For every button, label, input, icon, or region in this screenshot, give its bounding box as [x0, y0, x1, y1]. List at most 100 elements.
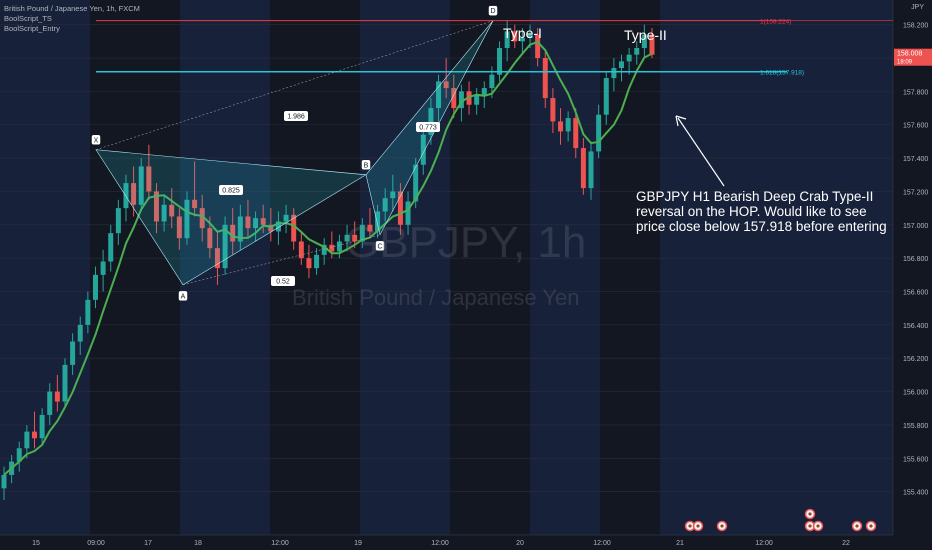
y-tick-label: 157.000	[903, 223, 928, 230]
economic-event-icon-dot	[696, 524, 700, 528]
candle-body	[47, 391, 53, 415]
candle-body	[321, 244, 327, 255]
last-price-label: 158.008	[897, 51, 922, 58]
pattern-point-c	[375, 240, 385, 252]
candle-body	[207, 228, 213, 249]
candle-body	[153, 191, 159, 222]
last-price-countdown: 18:09	[897, 60, 913, 66]
candle-body	[268, 224, 274, 232]
indicator-ts-label[interactable]: BoolScript_TS	[4, 14, 52, 23]
y-tick-label: 156.000	[903, 390, 928, 397]
candle-body	[352, 234, 358, 242]
y-tick-label: 156.800	[903, 256, 928, 263]
session-band	[360, 0, 450, 535]
candle-body	[199, 208, 205, 229]
candle-body	[39, 414, 45, 439]
pattern-xab	[95, 149, 367, 286]
candle-body	[298, 241, 304, 259]
x-tick-label: 17	[144, 540, 152, 547]
candle-body	[260, 218, 266, 225]
candle-body	[649, 34, 655, 55]
ratio-badge	[284, 111, 308, 121]
candle-body	[214, 248, 220, 269]
ratio-badge	[219, 185, 243, 195]
candle-body	[115, 208, 121, 234]
symbol-title: British Pound / Japanese Yen, 1h, FXCM	[4, 4, 140, 13]
candle-body	[626, 54, 632, 62]
economic-event-icon-dot	[808, 512, 812, 516]
candle-body	[314, 254, 320, 269]
candle-body	[428, 108, 434, 135]
economic-event-icon-dot	[720, 524, 724, 528]
economic-event-icon-dot	[808, 524, 812, 528]
candle-body	[54, 391, 60, 402]
candle-body	[359, 224, 365, 242]
x-tick-label: 22	[842, 540, 850, 547]
watermark-symbol: GBPJPY, 1h	[345, 218, 587, 267]
pattern-ac	[182, 234, 381, 286]
candle-body	[291, 214, 297, 242]
candle-body	[458, 91, 464, 109]
ratio-badge	[416, 122, 440, 132]
candle-body	[329, 244, 335, 252]
candle-body	[100, 261, 106, 275]
candle-body	[222, 224, 228, 269]
candle-body	[535, 34, 541, 59]
candle-body	[253, 218, 259, 229]
ratio-label: 0.52	[276, 279, 290, 286]
candle-body	[169, 204, 175, 217]
y-tick-label: 155.600	[903, 456, 928, 463]
x-tick-label: 09:00	[87, 540, 105, 547]
candle-body	[336, 241, 342, 252]
economic-event-icon-dot	[688, 524, 692, 528]
candle-body	[451, 88, 457, 109]
candle-body	[146, 166, 152, 192]
candle-body	[603, 78, 609, 115]
ratio-label: 1.986	[287, 114, 305, 121]
pattern-point-b	[361, 159, 371, 171]
candle-body	[542, 58, 548, 99]
x-tick-label: 20	[516, 540, 524, 547]
ratio-label: 0.773	[419, 125, 437, 132]
pattern-point-x	[91, 134, 101, 146]
candle-body	[641, 34, 647, 49]
candle-body	[504, 31, 510, 49]
candle-body	[489, 74, 495, 89]
y-tick-label: 157.800	[903, 89, 928, 96]
ratio-label: 0.825	[222, 188, 240, 195]
candle-body	[519, 38, 525, 42]
x-tick-label: 19	[354, 540, 362, 547]
pattern-point-label: X	[94, 137, 99, 144]
pattern-xd	[95, 20, 494, 150]
economic-event-icon-dot	[855, 524, 859, 528]
candle-body	[306, 258, 312, 269]
trade-note: GBPJPY H1 Bearish Deep Crab Type-II reve…	[636, 189, 887, 234]
pattern-point-label: D	[490, 8, 495, 15]
candle-body	[375, 211, 381, 232]
candle-body	[176, 216, 182, 239]
annotation-arrow	[677, 117, 725, 187]
candle-body	[237, 216, 243, 242]
y-tick-label: 157.600	[903, 123, 928, 130]
y-tick-label: 156.400	[903, 323, 928, 330]
candle-body	[92, 274, 98, 300]
indicator-entry-label[interactable]: BoolScript_Entry	[4, 24, 60, 33]
chart-legend: British Pound / Japanese Yen, 1h, FXCM B…	[4, 4, 140, 34]
candle-body	[230, 224, 236, 242]
watermark-name: British Pound / Japanese Yen	[292, 285, 580, 310]
candle-body	[382, 198, 388, 212]
candle-body	[497, 48, 503, 75]
candle-body	[367, 224, 373, 232]
y-tick-label: 157.400	[903, 156, 928, 163]
level-label: 1(158.224)	[760, 19, 791, 26]
last-price-badge	[894, 48, 932, 66]
pattern-point-a	[178, 290, 188, 302]
candle-body	[413, 164, 419, 202]
candle-body	[62, 364, 68, 402]
currency-label[interactable]: JPY	[911, 4, 924, 11]
x-tick-label: 12:00	[271, 540, 289, 547]
y-tick-label: 156.200	[903, 356, 928, 363]
candle-body	[527, 34, 533, 39]
candle-body	[245, 216, 251, 229]
